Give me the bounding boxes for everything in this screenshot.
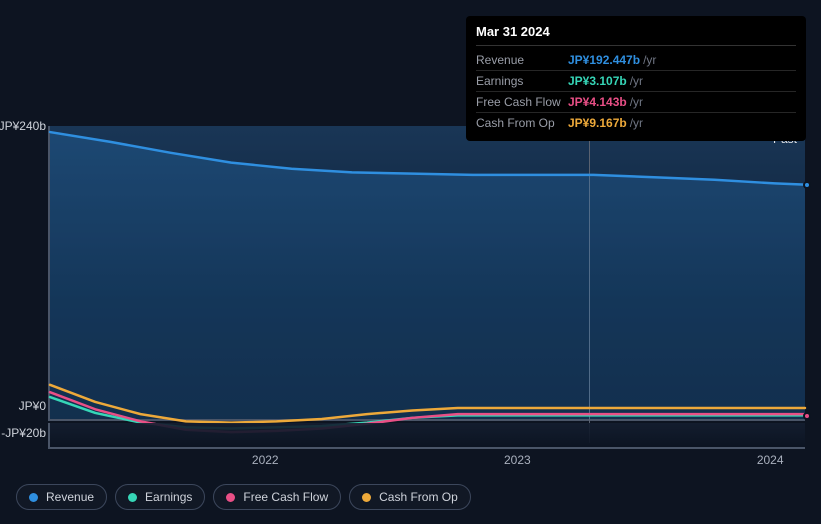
tooltip-row: EarningsJP¥3.107b/yr (476, 71, 796, 92)
plot-area[interactable]: Past (48, 126, 805, 421)
x-axis-line (48, 447, 805, 449)
legend-label: Cash From Op (379, 490, 458, 504)
hover-tooltip: Mar 31 2024 RevenueJP¥192.447b/yrEarning… (466, 16, 806, 141)
tooltip-row-unit: /yr (630, 116, 643, 130)
negative-band (48, 423, 805, 447)
tooltip-date: Mar 31 2024 (476, 24, 796, 46)
tooltip-row-unit: /yr (643, 53, 656, 67)
x-axis-tick-label: 2024 (757, 453, 784, 467)
legend: Revenue Earnings Free Cash Flow Cash From O… (16, 484, 471, 510)
legend-item[interactable]: Revenue (16, 484, 107, 510)
tooltip-row-value: JP¥9.167b (568, 116, 627, 130)
y-axis-max-label: JP¥240b (0, 119, 46, 133)
series-end-dot (803, 412, 811, 420)
series-end-dot (803, 181, 811, 189)
x-axis-labels: 2022 2023 2024 (48, 453, 805, 469)
tooltip-row-label: Cash From Op (476, 116, 568, 130)
tooltip-row-value: JP¥192.447b (568, 53, 640, 67)
tooltip-row-value: JP¥3.107b (568, 74, 627, 88)
tooltip-row: Cash From OpJP¥9.167b/yr (476, 113, 796, 133)
tooltip-row-unit: /yr (630, 74, 643, 88)
legend-dot-icon (226, 493, 235, 502)
legend-item[interactable]: Free Cash Flow (213, 484, 341, 510)
tooltip-row-value: JP¥4.143b (568, 95, 627, 109)
x-axis-tick-label: 2023 (504, 453, 531, 467)
tooltip-row: Free Cash FlowJP¥4.143b/yr (476, 92, 796, 113)
legend-dot-icon (29, 493, 38, 502)
tooltip-row-label: Free Cash Flow (476, 95, 568, 109)
legend-label: Earnings (145, 490, 192, 504)
tooltip-row-label: Revenue (476, 53, 568, 67)
chart: JP¥240b Past JP¥0 -JP¥20b 202220232024 (16, 126, 805, 421)
legend-item[interactable]: Earnings (115, 484, 205, 510)
legend-dot-icon (362, 493, 371, 502)
tooltip-row: RevenueJP¥192.447b/yr (476, 50, 796, 71)
tooltip-row-label: Earnings (476, 74, 568, 88)
legend-label: Revenue (46, 490, 94, 504)
chart-lines (50, 126, 805, 419)
x-axis-tick-label: 2022 (252, 453, 279, 467)
legend-label: Free Cash Flow (243, 490, 328, 504)
tooltip-row-unit: /yr (630, 95, 643, 109)
y-axis-zero-label: JP¥0 (19, 399, 46, 413)
legend-dot-icon (128, 493, 137, 502)
legend-item[interactable]: Cash From Op (349, 484, 471, 510)
y-axis-neg-label: -JP¥20b (1, 426, 46, 440)
